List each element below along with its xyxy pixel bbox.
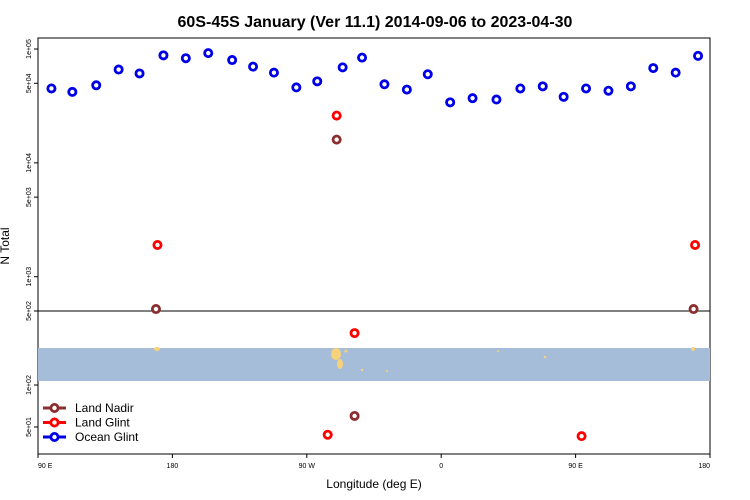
ocean-glint-point [67,86,78,97]
ocean-glint-point [445,97,456,108]
ocean-glint-point [401,84,412,95]
y-tick-label: 1e+05 [26,39,33,59]
legend-land-nadir-label: Land Nadir [75,401,134,415]
ocean-glint-point [491,94,502,105]
x-tick-label: 90 E [568,463,583,470]
ocean-glint-point [467,93,478,104]
ocean-glint-point [312,76,323,87]
legend-land-glint-label: Land Glint [75,416,130,430]
ocean-glint-point [537,81,548,92]
land-map-shapes [154,347,695,372]
ocean-glint-point [158,50,169,61]
land-nadir-point [331,134,342,145]
land-nadir-point [688,304,699,315]
ocean-glint-point [180,53,191,64]
ocean-glint-point [203,48,214,59]
land-glint-point [331,110,342,121]
land-nadir-point [150,304,161,315]
y-axis: 5e+02 1e+03 5e+03 1e+04 5e+04 1e+05 5e+01 1e+02 [26,39,38,437]
y-tick-label: 1e+02 [26,375,33,395]
legend-ocean-glint-marker [49,431,60,442]
ocean-glint-point [422,69,433,80]
ocean-glint-point [291,82,302,93]
land-nadir-point [349,410,360,421]
y-tick-label: 5e+01 [26,417,33,437]
plot-area [37,37,711,455]
y-tick-label: 5e+02 [26,301,33,321]
ocean-glint-point [558,91,569,102]
ocean-glint-point [134,68,145,79]
x-axis-label: Longitude (deg E) [326,477,421,491]
ocean-glint-point [91,80,102,91]
land-glint-point [349,328,360,339]
ocean-glint-point [268,67,279,78]
ocean-glint-point [379,79,390,90]
x-axis: 90 E 180 90 W 0 90 E 180 [37,454,711,470]
x-tick-label: 90 E [38,463,53,470]
y-tick-label: 5e+03 [26,187,33,207]
ocean-glint-point [248,61,259,72]
ocean-glint-point [581,83,592,94]
chart-title: 60S-45S January (Ver 11.1) 2014-09-06 to… [178,14,573,31]
legend-land-glint-marker [49,417,60,428]
ocean-glint-point [625,81,636,92]
land-glint-point [322,429,333,440]
ocean-glint-point [337,62,348,73]
ocean-glint-point [357,52,368,63]
land-glint-point [576,431,587,442]
land-glint-point [152,239,163,250]
legend-land-nadir-marker [49,402,60,413]
y-tick-label: 1e+04 [26,153,33,173]
ocean-glint-point [113,64,124,75]
data-points [46,48,704,442]
ocean-glint-point [693,50,704,61]
ocean-glint-point [670,67,681,78]
y-axis-label: N Total [0,227,12,264]
x-tick-label: 0 [439,463,443,470]
y-tick-label: 1e+03 [26,267,33,287]
ocean-glint-point [515,83,526,94]
x-tick-label: 90 W [299,463,316,470]
legend-ocean-glint-label: Ocean Glint [75,430,139,444]
x-tick-label: 180 [167,463,179,470]
land-map-band [38,348,710,381]
ocean-glint-point [603,85,614,96]
y-tick-label: 5e+04 [26,73,33,93]
x-tick-label: 180 [698,463,710,470]
land-glint-point [690,239,701,250]
ocean-glint-point [46,83,57,94]
ocean-glint-point [648,63,659,74]
ocean-glint-point [227,55,238,66]
